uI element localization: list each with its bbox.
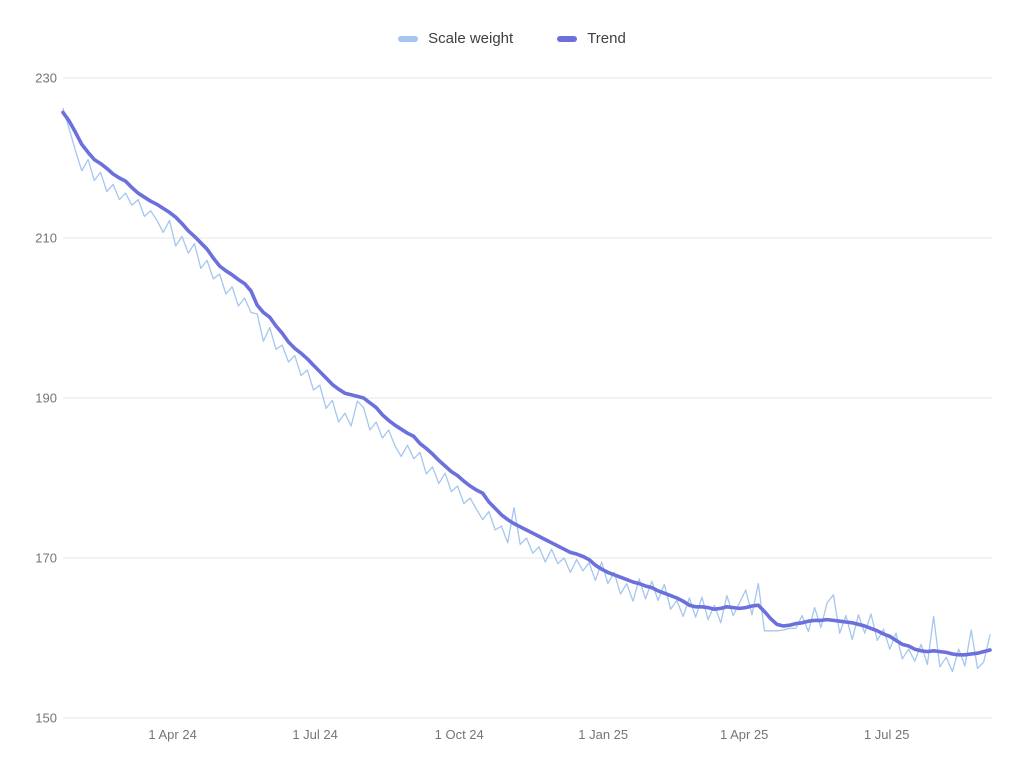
trend-line[interactable]: [61, 110, 992, 657]
legend-label-scale-weight: Scale weight: [428, 30, 514, 47]
y-axis-label: 210: [35, 231, 57, 246]
x-axis-label: 1 Jul 24: [292, 727, 338, 742]
scale-weight-line[interactable]: [62, 107, 991, 673]
x-axis-label: 1 Apr 24: [148, 727, 196, 742]
legend-item-trend[interactable]: Trend: [557, 30, 626, 47]
legend-item-scale-weight[interactable]: Scale weight: [398, 30, 513, 47]
legend-swatch-trend: [557, 35, 578, 42]
legend-swatch-scale-weight: [398, 35, 419, 42]
x-axis-label: 1 Apr 25: [720, 727, 768, 742]
chart-legend: Scale weight Trend: [0, 30, 1024, 47]
y-axis-label: 170: [35, 551, 57, 566]
x-axis-label: 1 Oct 24: [435, 727, 484, 742]
legend-label-trend: Trend: [587, 30, 626, 47]
x-axis-label: 1 Jan 25: [578, 727, 628, 742]
y-axis-label: 190: [35, 391, 57, 406]
y-axis-label: 230: [35, 71, 57, 86]
x-axis-label: 1 Jul 25: [864, 727, 910, 742]
y-axis-label: 150: [35, 711, 57, 726]
